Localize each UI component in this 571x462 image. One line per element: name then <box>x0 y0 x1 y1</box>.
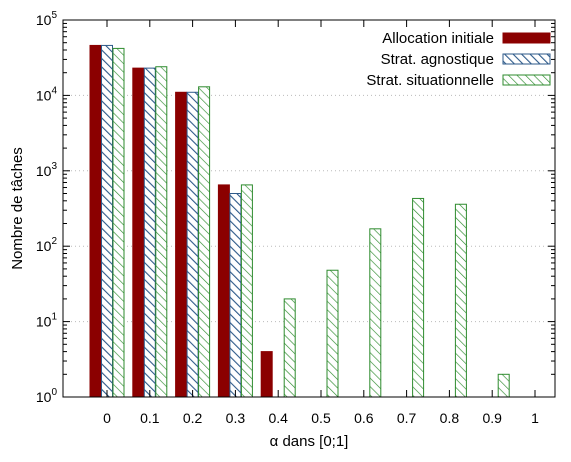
bar <box>229 192 242 398</box>
x-tick-label: 0.5 <box>311 410 331 426</box>
bar <box>186 91 199 398</box>
x-tick-label: 0.9 <box>482 410 502 426</box>
legend-entry-label: Strat. agnostique <box>381 51 494 68</box>
x-tick-label: 0.3 <box>226 410 246 426</box>
bar <box>283 298 296 398</box>
x-tick-label: 0.2 <box>183 410 203 426</box>
x-axis-ticks: 0 0.1 0.2 0.3 0.4 0.5 0.6 0.7 0.8 0.9 1 <box>103 20 539 426</box>
x-axis-label: α dans [0;1] <box>270 433 349 450</box>
legend: Allocation initiale Strat. agnostique Stra… <box>366 30 551 89</box>
x-tick-label: 0.6 <box>354 410 374 426</box>
bars <box>89 44 510 398</box>
bar <box>101 44 113 398</box>
x-tick-label: 0.8 <box>440 410 460 426</box>
bar <box>143 67 156 398</box>
bar <box>412 197 425 398</box>
x-tick-label: 0.4 <box>268 410 288 426</box>
bar <box>260 351 273 398</box>
y-tick-label: 105 <box>36 10 58 28</box>
legend-swatch <box>502 53 551 65</box>
bar <box>454 203 467 398</box>
bar <box>326 269 339 398</box>
y-axis-label: Nombre de tâches <box>9 147 26 270</box>
bar <box>155 66 168 398</box>
bar <box>112 47 125 398</box>
bar <box>240 184 253 398</box>
y-tick-label: 104 <box>36 85 58 103</box>
y-tick-label: 100 <box>36 387 58 405</box>
legend-swatch <box>502 32 551 44</box>
y-tick-label: 102 <box>36 236 58 254</box>
x-tick-label: 0 <box>103 410 111 426</box>
y-axis-ticks: 100 101 102 103 104 105 <box>36 10 555 405</box>
x-tick-label: 1 <box>531 410 539 426</box>
bar <box>175 91 188 398</box>
bar <box>198 86 211 398</box>
plot-frame <box>62 19 556 398</box>
bar <box>497 373 510 398</box>
legend-swatch <box>502 74 551 86</box>
x-tick-label: 0.1 <box>140 410 160 426</box>
legend-entry-label: Allocation initiale <box>382 30 494 47</box>
x-tick-label: 0.7 <box>397 410 417 426</box>
y-tick-label: 103 <box>36 161 58 179</box>
legend-entry-label: Strat. situationnelle <box>366 72 494 89</box>
y-tick-label: 101 <box>36 312 58 330</box>
bar <box>132 67 145 398</box>
bar <box>89 44 102 398</box>
bar <box>369 228 382 398</box>
bar <box>217 184 230 398</box>
